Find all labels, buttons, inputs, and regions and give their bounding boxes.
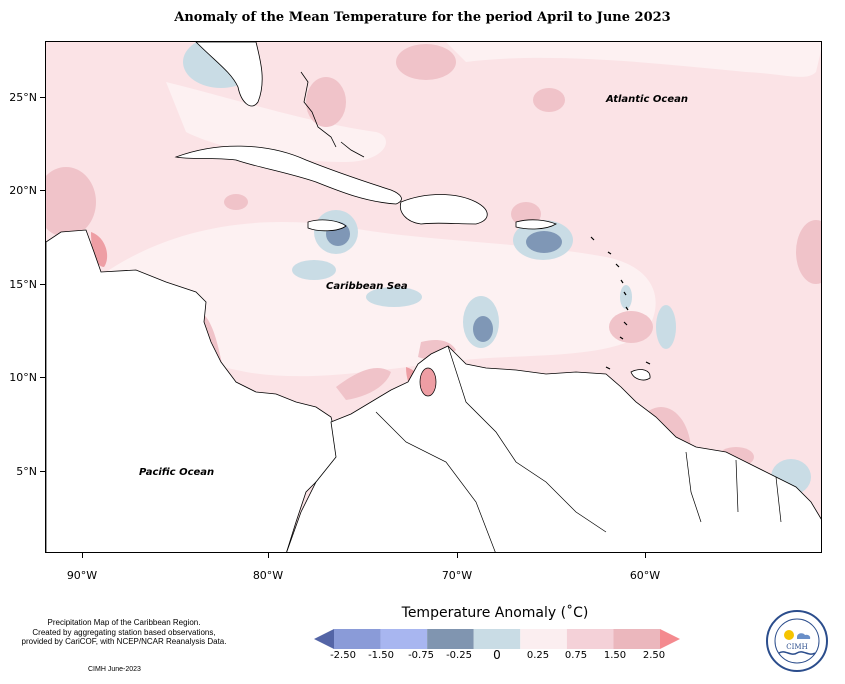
anomaly-warm-patch — [396, 44, 456, 80]
legend-bin — [314, 629, 334, 649]
legend-label: -0.75 — [408, 650, 434, 661]
cimh-logo: CIMH — [766, 610, 828, 672]
lat-tick-mark — [40, 284, 45, 285]
legend-bin — [613, 629, 660, 649]
land-bahamas — [300, 71, 365, 158]
legend-bin — [427, 629, 474, 649]
legend-label: 1.50 — [603, 650, 627, 661]
lat-tick-label: 5°N — [16, 465, 37, 478]
legend-label: -1.50 — [368, 650, 394, 661]
anomaly-warm-patch — [533, 88, 565, 112]
anomaly-warm-patch — [224, 194, 248, 210]
lon-tick-label: 80°W — [252, 569, 284, 582]
anomaly-warm-patch — [796, 220, 821, 284]
land-hispaniola — [399, 194, 488, 225]
legend-bin — [334, 629, 381, 649]
lon-tick-mark — [82, 553, 83, 558]
lon-tick-mark — [457, 553, 458, 558]
pacific-ocean-label: Pacific Ocean — [139, 467, 215, 478]
logo-name: CIMH — [786, 643, 807, 651]
anomaly-warm-patch-panama — [336, 367, 391, 400]
anomaly-cool-patch — [656, 305, 676, 349]
border-guianas — [685, 451, 782, 523]
lon-tick-label: 60°W — [629, 569, 661, 582]
lon-tick-label: 90°W — [66, 569, 98, 582]
lat-tick-mark — [40, 190, 45, 191]
legend-label: 0.75 — [564, 650, 588, 661]
anomaly-cool-patch — [366, 287, 422, 307]
land-south-america — [286, 345, 821, 552]
legend-bin — [660, 629, 680, 649]
map-panel[interactable] — [45, 41, 822, 553]
atlantic-ocean-label: Atlantic Ocean — [606, 94, 688, 105]
lake-maracaibo — [419, 367, 437, 397]
legend-label: -0.25 — [446, 650, 472, 661]
lon-tick-mark — [268, 553, 269, 558]
anomaly-warm-patch — [609, 311, 653, 343]
land-lesser-antilles — [590, 236, 651, 370]
land-central-america — [46, 229, 347, 552]
land-jamaica — [307, 219, 347, 232]
lat-tick-mark — [40, 97, 45, 98]
land-trinidad — [630, 369, 651, 381]
anomaly-map — [46, 42, 821, 552]
land-florida — [195, 42, 263, 107]
lat-tick-label: 15°N — [9, 278, 37, 291]
border-colombia-venezuela — [375, 345, 607, 552]
anomaly-light-zone-north — [166, 82, 386, 162]
legend-label: 2.50 — [642, 650, 666, 661]
lat-tick-label: 10°N — [9, 371, 37, 384]
legend-bin — [566, 629, 614, 649]
anomaly-cool-patch — [620, 285, 632, 309]
credit-text: Precipitation Map of the Caribbean Regio… — [6, 618, 242, 647]
legend-bin — [380, 629, 428, 649]
sun-icon — [784, 630, 794, 640]
lat-tick-label: 25°N — [9, 91, 37, 104]
credit-line: provided by CariCOF, with NCEP/NCAR Rean… — [21, 637, 227, 646]
anomaly-warm-patch — [306, 77, 346, 127]
credit-date: CIMH June-2023 — [88, 666, 141, 673]
caribbean-sea-label: Caribbean Sea — [326, 281, 408, 292]
legend-title: Temperature Anomaly (˚C) — [401, 605, 589, 621]
legend-label: -2.50 — [330, 650, 356, 661]
anomaly-cold-core — [526, 231, 562, 253]
cloud-icon — [797, 633, 811, 639]
legend-label: 0.25 — [526, 650, 550, 661]
legend-colorbar — [314, 629, 680, 649]
land-cuba — [174, 145, 402, 205]
anomaly-cold-core — [473, 316, 493, 342]
map-title: Anomaly of the Mean Temperature for the … — [174, 10, 671, 25]
legend-label: 0 — [493, 648, 501, 662]
lat-tick-mark — [40, 471, 45, 472]
legend-bin — [473, 629, 521, 649]
wave-icon — [778, 651, 816, 655]
legend-bin — [520, 629, 567, 649]
credit-line: Created by aggregating station based obs… — [32, 627, 216, 637]
lon-tick-mark — [645, 553, 646, 558]
anomaly-cool-patch — [292, 260, 336, 280]
lat-tick-mark — [40, 377, 45, 378]
lon-tick-label: 70°W — [441, 569, 473, 582]
anomaly-warm-patch — [46, 167, 96, 237]
land-puerto-rico — [515, 219, 557, 230]
lat-tick-label: 20°N — [9, 184, 37, 197]
anomaly-light-zone-atlantic — [446, 42, 821, 77]
credit-line: Precipitation Map of the Caribbean Regio… — [47, 618, 201, 627]
